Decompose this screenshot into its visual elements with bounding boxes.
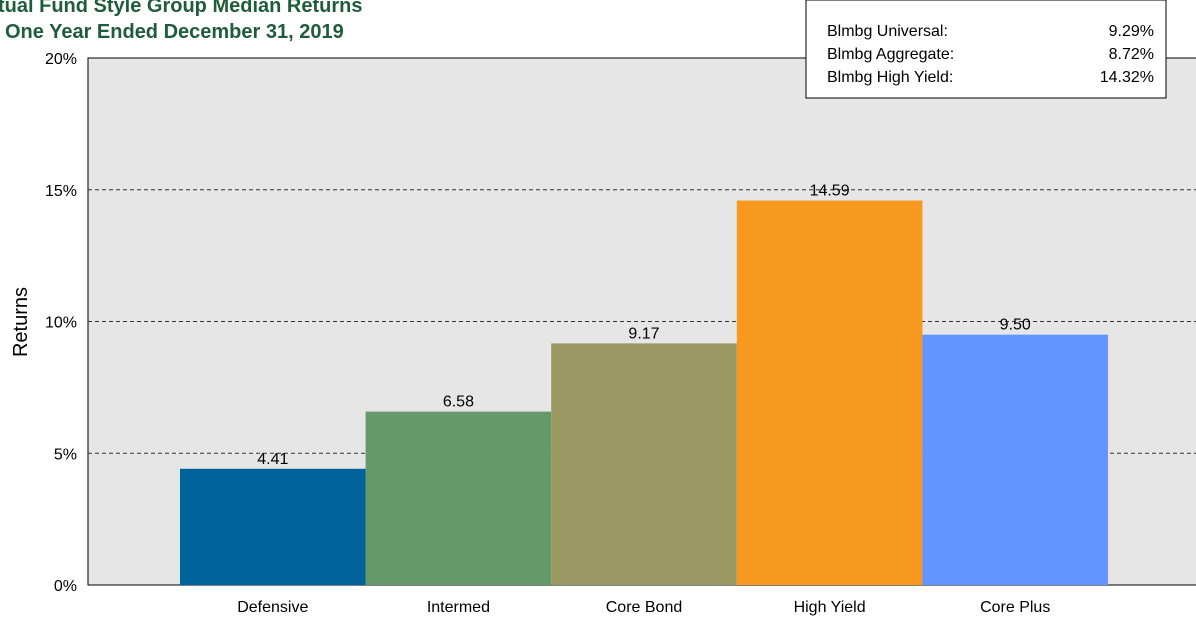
y-tick-label: 5% [54,446,77,463]
category-label: Core Bond [606,599,683,616]
bar-high-yield [736,200,923,585]
y-tick-label: 20% [45,51,77,68]
value-labels: 4.41 6.58 9.17 14.59 9.50 [257,183,1031,468]
value-label: 9.17 [628,325,659,342]
chart-title: tual Fund Style Group Median Returns [0,0,362,17]
bar-core-bond [551,343,737,585]
legend-value-aggregate: 8.72% [1109,46,1154,63]
bar-intermed [365,411,552,585]
category-label: Defensive [237,599,308,616]
y-axis-ticks: 0% 5% 10% 15% 20% [45,51,77,595]
y-tick-label: 10% [45,315,77,332]
bar-core-plus [922,334,1108,585]
y-axis-label: Returns [10,287,32,357]
value-label: 9.50 [1000,317,1031,334]
category-label: High Yield [794,599,866,616]
category-label: Intermed [427,599,490,616]
value-label: 4.41 [257,451,288,468]
y-tick-label: 15% [45,183,77,200]
legend-name-universal: Blmbg Universal: [827,23,948,40]
benchmark-legend: Blmbg Universal: 9.29% Blmbg Aggregate: … [805,0,1167,99]
legend-value-high-yield: 14.32% [1100,69,1154,86]
legend-box [805,0,1167,99]
value-label: 6.58 [443,394,474,411]
legend-value-universal: 9.29% [1109,23,1154,40]
legend-name-high-yield: Blmbg High Yield: [827,69,953,86]
bars [180,200,1108,585]
bar-defensive [180,468,366,585]
chart-subtitle: One Year Ended December 31, 2019 [5,21,344,43]
category-labels: Defensive Intermed Core Bond High Yield Core… [237,599,1050,616]
y-tick-label: 0% [54,578,77,595]
category-label: Core Plus [980,599,1050,616]
value-label: 14.59 [810,183,850,200]
legend-name-aggregate: Blmbg Aggregate: [827,46,954,63]
